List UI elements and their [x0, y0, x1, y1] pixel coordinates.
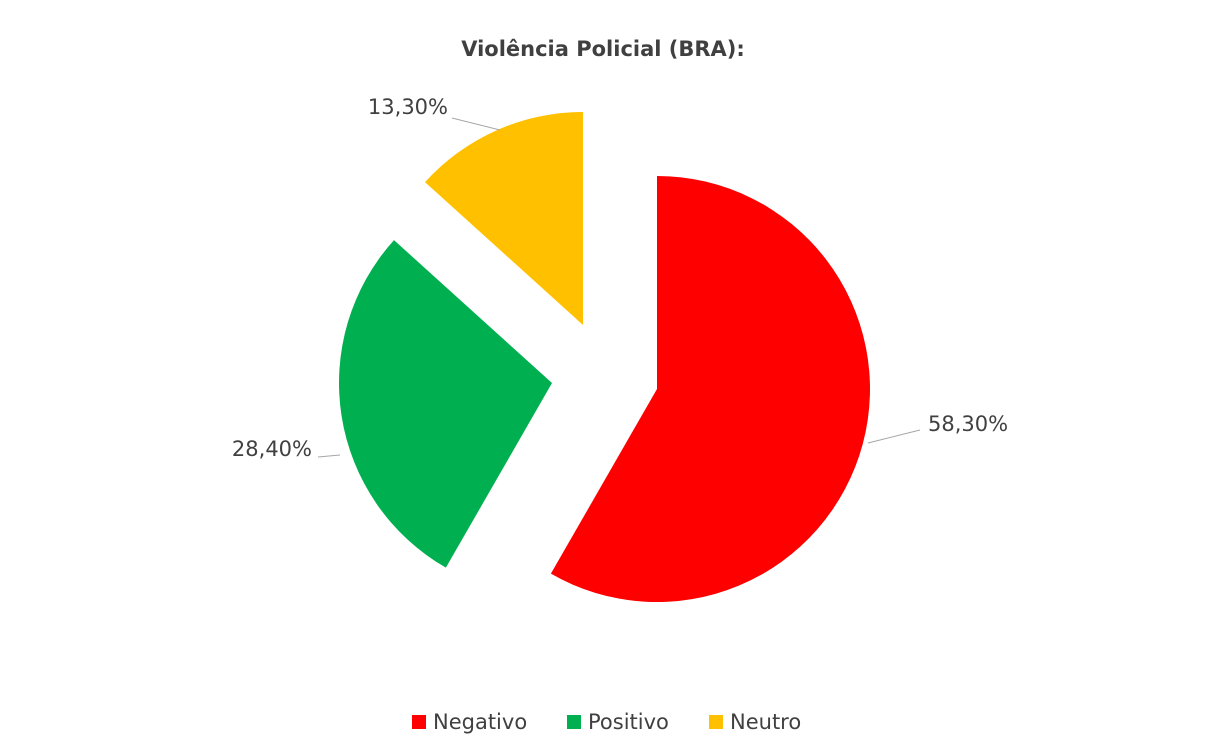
leader-line	[451, 117, 501, 131]
leader-line	[317, 454, 341, 458]
data-label: 13,30%	[368, 95, 448, 119]
pie-slice	[425, 112, 583, 325]
leader-line	[867, 429, 921, 444]
pie-slice	[339, 240, 552, 568]
pie-slice	[550, 176, 871, 602]
legend-swatch	[567, 715, 581, 729]
legend-label: Neutro	[730, 710, 801, 734]
chart-title: Violência Policial (BRA):	[461, 37, 745, 61]
legend-swatch	[412, 715, 426, 729]
data-label: 28,40%	[232, 437, 312, 461]
legend-label: Positivo	[588, 710, 669, 734]
legend-label: Negativo	[433, 710, 527, 734]
data-label: 58,30%	[928, 412, 1008, 436]
legend-swatch	[709, 715, 723, 729]
